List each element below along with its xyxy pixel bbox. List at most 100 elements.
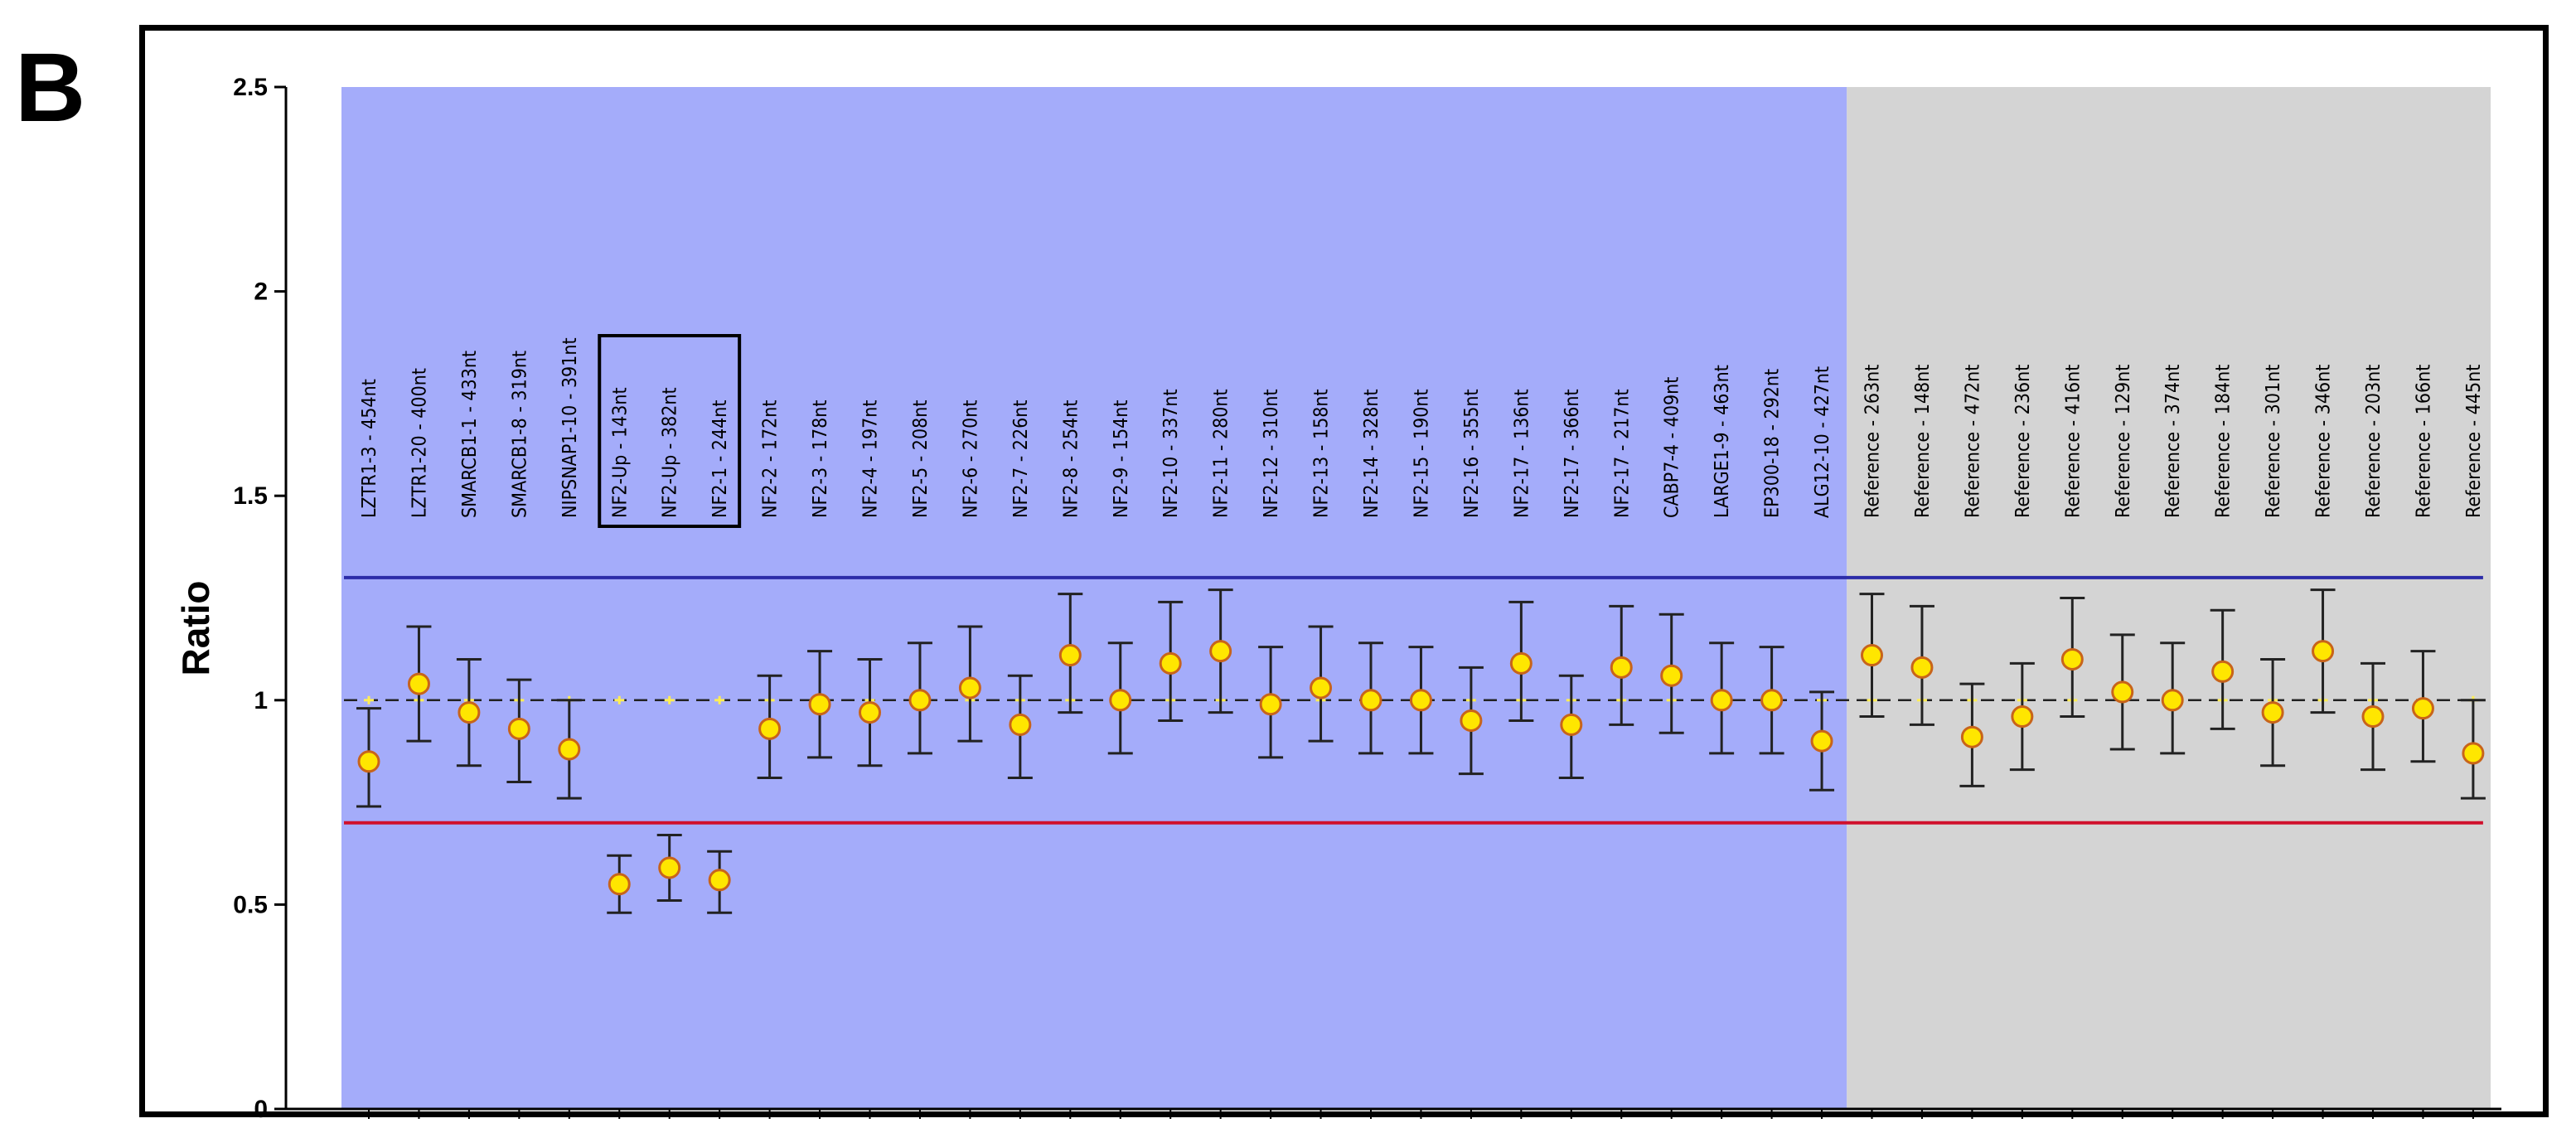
probe-point xyxy=(2210,608,2235,730)
probe-point xyxy=(456,657,482,767)
region-reference xyxy=(1847,87,2491,1109)
probe-point xyxy=(2009,661,2035,772)
probe-point xyxy=(1358,642,1383,755)
ratio-marker xyxy=(2211,660,2235,683)
probe-label: NF2-16 - 355nt xyxy=(1461,389,1483,518)
probe-label: Reference - 346nt xyxy=(2313,365,2335,518)
probe-point xyxy=(1658,612,1684,734)
probe-label: NIPSNAP1-10 - 391nt xyxy=(559,337,581,518)
ratio-marker xyxy=(1610,656,1633,679)
probe-label: LARGE1-9 - 463nt xyxy=(1712,365,1733,518)
probe-point xyxy=(1258,646,1284,759)
probe-label: Reference - 184nt xyxy=(2213,365,2235,518)
ratio-marker xyxy=(758,717,782,740)
ratio-marker xyxy=(2361,705,2385,729)
ratio-marker xyxy=(2411,697,2434,720)
probe-point xyxy=(1508,600,1534,722)
probe-point xyxy=(1458,666,1484,776)
ratio-marker xyxy=(608,873,631,896)
probe-label: ALG12-10 - 427nt xyxy=(1812,366,1833,518)
probe-label: NF2-6 - 270nt xyxy=(960,400,981,519)
ratio-marker xyxy=(558,738,581,761)
probe-point xyxy=(807,650,833,759)
probe-label: NF2-11 - 280nt xyxy=(1211,389,1232,518)
probe-label: Reference - 416nt xyxy=(2062,365,2084,518)
probe-point xyxy=(1007,674,1033,780)
probe-label: NF2-14 - 328nt xyxy=(1361,389,1382,518)
probe-point xyxy=(907,642,932,755)
probe-label: NF2-4 - 197nt xyxy=(860,400,882,519)
probe-point xyxy=(2310,588,2336,714)
region-test xyxy=(341,87,1847,1109)
probe-point xyxy=(506,678,532,783)
probe-point xyxy=(406,625,432,743)
probe-point xyxy=(1308,625,1334,743)
probe-label: NF2-17 - 136nt xyxy=(1511,389,1533,518)
probe-label: Reference - 203nt xyxy=(2363,365,2385,518)
y-tick-label: 2 xyxy=(254,278,268,306)
ratio-marker xyxy=(1560,713,1583,736)
probe-label: NF2-5 - 208nt xyxy=(910,400,932,519)
probe-label: NF2-7 - 226nt xyxy=(1010,400,1032,519)
probe-point xyxy=(1208,588,1233,714)
probe-label: Reference - 236nt xyxy=(2012,365,2034,518)
probe-point xyxy=(2361,661,2385,772)
ratio-marker xyxy=(1259,693,1282,716)
highlight-box-group xyxy=(598,334,742,528)
ratio-marker xyxy=(458,701,481,724)
probe-point xyxy=(2160,642,2186,755)
probe-label: Reference - 129nt xyxy=(2113,365,2134,518)
probe-point xyxy=(1909,604,1934,726)
probe-label: NF2-12 - 310nt xyxy=(1261,389,1282,518)
region-backgrounds xyxy=(341,87,2491,1109)
axes: 0 0.5 1 1.5 2 2.5 xyxy=(233,74,2501,1123)
probe-label: NF2-3 - 178nt xyxy=(810,400,831,519)
ratio-marker xyxy=(2312,640,2335,663)
probe-point xyxy=(1107,642,1133,755)
probe-point xyxy=(1408,646,1434,755)
probe-point xyxy=(957,625,983,743)
probe-point xyxy=(2109,633,2135,751)
ratio-marker xyxy=(2261,701,2284,724)
probe-label: NF2-2 - 172nt xyxy=(760,400,782,519)
ratio-marker xyxy=(1159,651,1182,675)
probe-point xyxy=(556,699,582,800)
ratio-marker xyxy=(808,693,831,716)
probe-point xyxy=(2060,597,2085,719)
probe-point xyxy=(607,854,632,914)
probe-label: CABP7-4 - 409nt xyxy=(1662,377,1683,518)
ratio-marker xyxy=(1910,656,1934,679)
ratio-marker xyxy=(2011,705,2034,729)
ratio-marker xyxy=(1109,689,1132,712)
probe-label: NF2-13 - 158nt xyxy=(1311,389,1333,518)
ratio-marker xyxy=(407,672,430,695)
ratio-marker xyxy=(958,676,981,700)
probe-point xyxy=(707,850,733,914)
probe-point xyxy=(2410,650,2436,763)
probe-label: NF2-Up - 382nt xyxy=(660,387,681,518)
probe-point xyxy=(1558,674,1584,780)
panel-label: B xyxy=(15,33,86,143)
probe-point xyxy=(2260,657,2286,767)
probe-point xyxy=(1058,593,1083,714)
ratio-marker xyxy=(357,750,380,773)
ratio-marker xyxy=(908,689,932,712)
probe-label: LZTR1-20 - 400nt xyxy=(409,368,430,518)
probe-point xyxy=(1759,646,1784,755)
highlight-box xyxy=(598,334,742,528)
probe-label: NF2-8 - 254nt xyxy=(1060,400,1082,519)
probe-label: Reference - 445nt xyxy=(2463,365,2485,518)
probe-label: EP300-18 - 292nt xyxy=(1762,369,1784,518)
ratio-marker xyxy=(708,869,731,892)
probe-point xyxy=(1709,642,1735,755)
probe-label: NF2-17 - 217nt xyxy=(1611,389,1633,518)
probe-point xyxy=(2460,699,2486,800)
probe-point xyxy=(1809,690,1835,792)
ratio-marker xyxy=(1359,689,1382,712)
ratio-marker xyxy=(658,856,681,879)
ratio-marker xyxy=(1810,729,1833,753)
ratio-marker xyxy=(1760,689,1784,712)
probe-label: Reference - 263nt xyxy=(1862,365,1884,518)
probe-point xyxy=(1609,604,1634,726)
ratio-marker xyxy=(507,717,530,740)
